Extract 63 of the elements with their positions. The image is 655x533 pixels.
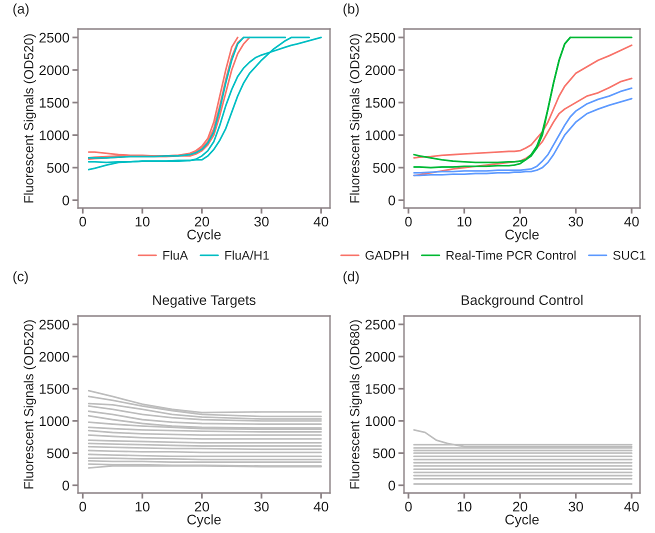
y-tick-label: 2000 [365,352,396,362]
chart-title: Background Control [462,294,582,308]
y-tick-label: 2000 [365,65,396,76]
x-tick-label: 20 [513,502,528,512]
x-tick-label: 20 [513,216,528,227]
y-tick-label: 0 [62,196,70,206]
x-tick-label: 40 [624,502,639,512]
y-tick-label: 1000 [40,130,70,140]
text: (a) [13,4,29,16]
y-tick-label: 2500 [365,320,396,330]
y-tick-label: 1000 [366,130,396,140]
y-tick-label: 500 [47,162,70,173]
text: (c) [13,271,28,284]
x-tick-label: 0 [405,216,412,227]
y-tick-label: 0 [62,480,70,490]
y-tick-label: 2500 [365,32,396,43]
x-tick-label: 10 [458,502,472,512]
legend-label: Real-Time PCR Control [446,250,576,260]
y-tick-label: 500 [373,162,396,173]
x-tick-label: 40 [624,216,639,227]
y-tick-label: 0 [388,196,396,206]
legend-label: FluA/H1 [225,250,269,260]
y-tick-label: 500 [373,448,396,458]
y-axis-title: Fluorescent Signals (OD520) [24,320,36,488]
x-axis-title: Cycle [505,229,539,242]
x-tick-label: 40 [314,216,328,227]
y-axis-title: Fluorescent Signals (OD520) [24,34,36,202]
x-tick-label: 40 [314,502,328,512]
x-tick-label: 20 [194,502,210,512]
x-tick-label: 0 [405,502,412,512]
y-tick-label: 500 [47,448,70,458]
x-tick-label: 30 [254,216,269,227]
x-tick-label: 30 [254,502,269,512]
y-tick-label: 1000 [366,416,396,426]
text: (d) [344,271,359,284]
chart-title: Negative Targets [153,294,256,308]
y-tick-label: 2000 [39,352,70,362]
y-axis-title: Fluorescent Signals (OD520) [350,34,362,202]
legend-label: GADPH [366,250,408,260]
x-axis-title: Cycle [187,229,221,242]
y-tick-label: 2500 [39,32,70,43]
legend-label: FluA [163,250,188,260]
x-tick-label: 30 [568,216,584,227]
x-tick-label: 10 [136,502,150,512]
y-tick-label: 1500 [366,384,396,394]
y-tick-label: 0 [388,480,396,490]
x-tick-label: 10 [136,216,150,227]
y-tick-label: 1500 [40,384,70,394]
y-tick-label: 1500 [40,98,70,108]
x-tick-label: 0 [79,502,86,512]
legend-label: SUC1 [613,250,646,260]
x-tick-label: 0 [79,216,86,227]
y-tick-label: 1000 [40,416,70,426]
x-axis-title: Cycle [505,514,539,528]
x-tick-label: 20 [194,216,210,227]
x-tick-label: 30 [568,502,584,512]
y-tick-label: 1500 [366,98,396,108]
y-tick-label: 2500 [39,320,70,330]
y-tick-label: 2000 [39,65,70,76]
text: (b) [344,4,359,16]
x-tick-label: 10 [458,216,472,227]
y-axis-title: Fluorescent Signals (OD680) [350,320,362,488]
x-axis-title: Cycle [187,514,221,528]
